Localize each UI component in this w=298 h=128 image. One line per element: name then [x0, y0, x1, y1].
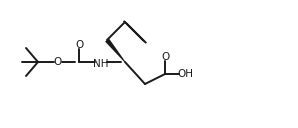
- Polygon shape: [105, 38, 125, 62]
- Text: O: O: [54, 57, 62, 67]
- Text: O: O: [75, 40, 83, 50]
- Text: O: O: [161, 52, 169, 62]
- Text: NH: NH: [93, 59, 109, 69]
- Text: OH: OH: [177, 69, 193, 79]
